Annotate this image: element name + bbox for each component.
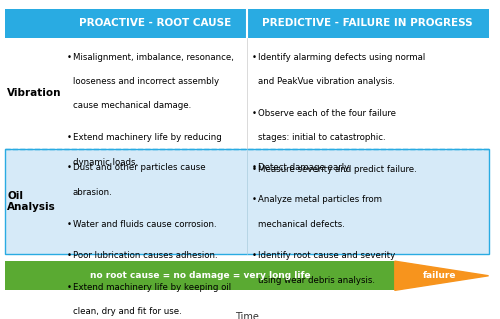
Text: no root cause = no damage = very long life: no root cause = no damage = very long li… [90,271,310,280]
Text: cause mechanical damage.: cause mechanical damage. [72,101,191,110]
Text: •: • [66,53,71,62]
Text: Measure severity and predict failure.: Measure severity and predict failure. [258,165,416,174]
Text: •: • [66,251,71,260]
Text: •: • [252,195,256,204]
Text: •: • [66,133,71,142]
Text: Water and fluids cause corrosion.: Water and fluids cause corrosion. [72,219,216,228]
FancyBboxPatch shape [5,261,395,290]
Text: Identify alarming defects using normal: Identify alarming defects using normal [258,53,425,62]
Text: Poor lubrication causes adhesion.: Poor lubrication causes adhesion. [72,251,217,260]
Text: Identify root cause and severity: Identify root cause and severity [258,251,395,260]
Polygon shape [395,261,488,290]
FancyBboxPatch shape [5,9,64,38]
Text: PROACTIVE - ROOT CAUSE: PROACTIVE - ROOT CAUSE [80,19,232,28]
Text: failure: failure [422,271,456,280]
Text: •: • [252,53,256,62]
Text: •: • [66,283,71,292]
Text: stages: initial to catastrophic.: stages: initial to catastrophic. [258,133,385,142]
Text: mechanical defects.: mechanical defects. [258,219,344,228]
Text: Vibration: Vibration [8,88,62,98]
Text: •: • [252,109,256,118]
Text: •: • [252,163,256,172]
Text: Time: Time [235,312,258,319]
Text: •: • [66,219,71,228]
Text: abrasion.: abrasion. [72,188,112,197]
Text: Extend machinery life by keeping oil: Extend machinery life by keeping oil [72,283,231,292]
Text: Misalignment, imbalance, resonance,: Misalignment, imbalance, resonance, [72,53,234,62]
Text: Analyze metal particles from: Analyze metal particles from [258,195,382,204]
Text: dynamic loads.: dynamic loads. [72,158,138,167]
Text: Extend machinery life by reducing: Extend machinery life by reducing [72,133,222,142]
FancyBboxPatch shape [64,9,247,38]
Text: clean, dry and fit for use.: clean, dry and fit for use. [72,308,182,316]
Text: Dust and other particles cause: Dust and other particles cause [72,163,205,172]
FancyBboxPatch shape [5,149,488,254]
Text: and PeakVue vibration analysis.: and PeakVue vibration analysis. [258,77,394,86]
Text: •: • [252,165,256,174]
Text: Detect damage early.: Detect damage early. [258,163,350,172]
Text: PREDICTIVE - FAILURE IN PROGRESS: PREDICTIVE - FAILURE IN PROGRESS [262,19,473,28]
Text: •: • [252,251,256,260]
Text: Observe each of the four failure: Observe each of the four failure [258,109,396,118]
Text: looseness and incorrect assembly: looseness and incorrect assembly [72,77,219,86]
Text: using wear debris analysis.: using wear debris analysis. [258,276,374,285]
Text: •: • [66,163,71,172]
FancyBboxPatch shape [5,38,488,149]
Text: Oil
Analysis: Oil Analysis [8,190,56,212]
FancyBboxPatch shape [247,9,488,38]
